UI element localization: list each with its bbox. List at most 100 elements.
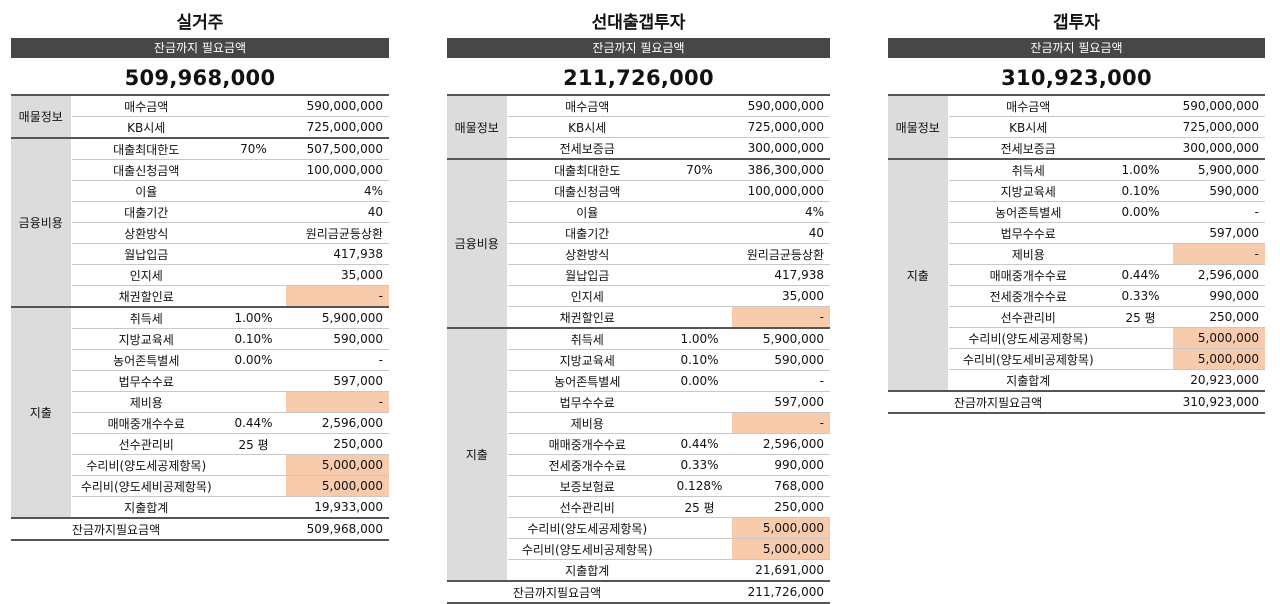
row-label: 지방교육세	[118, 332, 174, 347]
table-row: 대출신청금액 100,000,000	[447, 181, 830, 202]
row-value: 40	[367, 205, 383, 219]
group-label-property: 매물정보	[447, 95, 508, 159]
row-rate: 0.33%	[680, 458, 719, 472]
table-row: 이율 4%	[11, 181, 389, 202]
row-rate: 0.00%	[234, 353, 273, 367]
row-value: 597,000	[774, 395, 824, 409]
row-value: 4%	[363, 184, 383, 198]
table-row: 지출 취득세 1.00% 5,900,000	[11, 307, 389, 518]
row-value: 417,938	[774, 268, 824, 282]
row-label: 선수관리비	[1000, 310, 1056, 325]
row-rate: 1.00%	[1121, 163, 1160, 177]
row-rate: 0.44%	[680, 437, 719, 451]
row-rate	[667, 202, 732, 223]
table-row: 지방교육세 0.10% 590,000	[888, 181, 1265, 202]
row-label: 전세중개수수료	[548, 458, 626, 473]
row-rate	[1108, 117, 1173, 138]
row-label: 법무수수료	[118, 374, 174, 389]
table-row: 월납입금 417,938	[447, 265, 830, 286]
row-label: 취득세	[1011, 163, 1045, 178]
row-value: -	[1254, 205, 1259, 219]
row-value: 250,000	[1209, 310, 1259, 324]
row-rate	[221, 497, 286, 519]
row-value: 768,000	[774, 479, 824, 493]
table-row: 수리비(양도세비공제항목) 5,000,000	[11, 475, 389, 497]
table-row: 선수관리비 25 평 250,000	[11, 434, 389, 455]
row-rate	[221, 202, 286, 223]
row-rate	[667, 560, 732, 582]
group-label-expense: 지출	[11, 307, 72, 518]
row-rate	[221, 371, 286, 392]
table-row: 채권할인료 -	[447, 306, 830, 328]
row-value: 35,000	[341, 268, 383, 282]
total-row: 잔금까지필요금액 509,968,000	[11, 518, 389, 540]
row-value: 597,000	[333, 374, 383, 388]
row-value: -	[1173, 243, 1265, 265]
row-value: 4%	[804, 205, 824, 219]
row-rate	[1108, 244, 1173, 265]
row-label: 농어존특별세	[995, 205, 1062, 220]
row-value: 5,000,000	[286, 454, 389, 476]
row-rate: 25 평	[684, 500, 715, 515]
row-rate: 1.00%	[234, 311, 273, 325]
row-rate	[667, 223, 732, 244]
row-rate	[667, 392, 732, 413]
row-rate: 25 평	[1125, 310, 1156, 325]
panel-title: 선대출갭투자	[591, 13, 686, 33]
table-row: 상환방식 원리금균등상환	[11, 223, 389, 244]
row-rate	[667, 181, 732, 202]
total-row-label: 잔금까지필요금액	[953, 395, 1043, 410]
row-label: 매매중개수수료	[989, 268, 1067, 283]
row-label: 제비용	[1011, 247, 1045, 262]
row-label: 수리비(양도세비공제항목)	[521, 542, 653, 557]
required-amount-header: 잔금까지 필요금액	[888, 38, 1265, 58]
row-value: 5,000,000	[286, 475, 389, 497]
row-label: 취득세	[570, 332, 604, 347]
row-value: 590,000,000	[1182, 99, 1259, 113]
row-value: 590,000,000	[306, 99, 383, 113]
row-value: 2,596,000	[762, 437, 824, 451]
total-row-value: 509,968,000	[306, 522, 383, 536]
row-rate	[667, 117, 732, 138]
group-label-finance: 금융비용	[447, 159, 508, 328]
row-rate: 0.44%	[234, 416, 273, 430]
table-row: 법무수수료 597,000	[11, 371, 389, 392]
table-row: 매물정보 매수금액 590,000,000	[11, 95, 389, 138]
row-label: 전세보증금	[559, 141, 615, 156]
table-row: 선수관리비 25 평 250,000	[447, 497, 830, 518]
panel-title: 실거주	[176, 13, 224, 33]
table-row: 선수관리비 25 평 250,000	[888, 307, 1265, 328]
total-row: 잔금까지필요금액 310,923,000	[888, 391, 1265, 413]
row-label: 농어존특별세	[554, 374, 621, 389]
row-value: 19,933,000	[314, 500, 383, 514]
row-value: 5,000,000	[732, 517, 830, 539]
row-label: 수리비(양도세비공제항목)	[80, 479, 212, 494]
required-amount-header: 잔금까지 필요금액	[447, 38, 830, 58]
required-amount-total: 509,968,000	[124, 66, 276, 90]
row-label: 대출신청금액	[554, 184, 621, 199]
row-rate: 0.10%	[680, 353, 719, 367]
row-value: 2,596,000	[1197, 268, 1259, 282]
row-rate: 0.10%	[234, 332, 273, 346]
row-value: 21,691,000	[755, 563, 824, 577]
row-value: 725,000,000	[306, 120, 383, 134]
cost-table: 매물정보 매수금액 590,000,000 KB시세 725,000,000 전세보증…	[888, 94, 1265, 414]
row-label: 채권할인료	[118, 289, 174, 304]
table-row: 수리비(양도세공제항목) 5,000,000	[11, 454, 389, 476]
row-label: 취득세	[129, 311, 163, 326]
row-label: 매매중개수수료	[107, 416, 185, 431]
row-value: -	[732, 412, 830, 434]
row-value: 250,000	[333, 437, 383, 451]
row-label: 인지세	[570, 289, 604, 304]
panel-live-in: 실거주 잔금까지 필요금액 509,968,000 매물정보 매수금액 590,00…	[11, 0, 389, 541]
row-rate: 25 평	[238, 437, 269, 452]
row-label: 지출합계	[1006, 373, 1051, 388]
row-label: 대출최대한도	[113, 142, 180, 157]
row-rate	[1108, 328, 1173, 349]
row-label: 법무수수료	[559, 395, 615, 410]
table-row: 제비용 -	[888, 243, 1265, 265]
row-rate	[667, 518, 732, 539]
row-rate	[1108, 370, 1173, 392]
table-row: 수리비(양도세비공제항목) 5,000,000	[888, 348, 1265, 370]
table-row: 인지세 35,000	[11, 265, 389, 286]
